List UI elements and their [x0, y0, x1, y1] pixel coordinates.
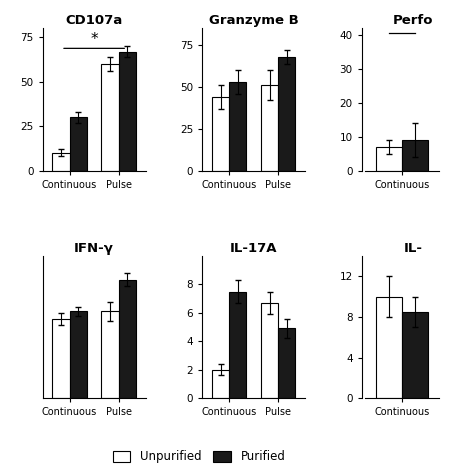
Bar [53, 153, 70, 171]
Bar [118, 52, 136, 171]
Legend: Unpurified, Purified: Unpurified, Purified [108, 446, 290, 468]
Title: IL-17A: IL-17A [230, 242, 277, 255]
Bar [376, 297, 402, 398]
Bar [278, 328, 295, 398]
Bar [402, 140, 428, 171]
Title: CD107a: CD107a [65, 14, 123, 27]
Text: *: * [90, 32, 98, 47]
Title: IL-: IL- [403, 242, 423, 255]
Title: IFN-γ: IFN-γ [74, 242, 114, 255]
Bar [278, 57, 295, 171]
Bar [101, 311, 118, 398]
Bar [101, 64, 118, 171]
Bar [229, 82, 246, 171]
Bar [118, 280, 136, 398]
Bar [376, 147, 402, 171]
Bar [402, 312, 428, 398]
Bar [70, 311, 87, 398]
Bar [261, 303, 278, 398]
Bar [212, 97, 229, 171]
Bar [53, 319, 70, 398]
Bar [261, 85, 278, 171]
Title: Perfo: Perfo [393, 14, 433, 27]
Bar [212, 370, 229, 398]
Bar [70, 118, 87, 171]
Bar [229, 292, 246, 398]
Title: Granzyme B: Granzyme B [209, 14, 299, 27]
